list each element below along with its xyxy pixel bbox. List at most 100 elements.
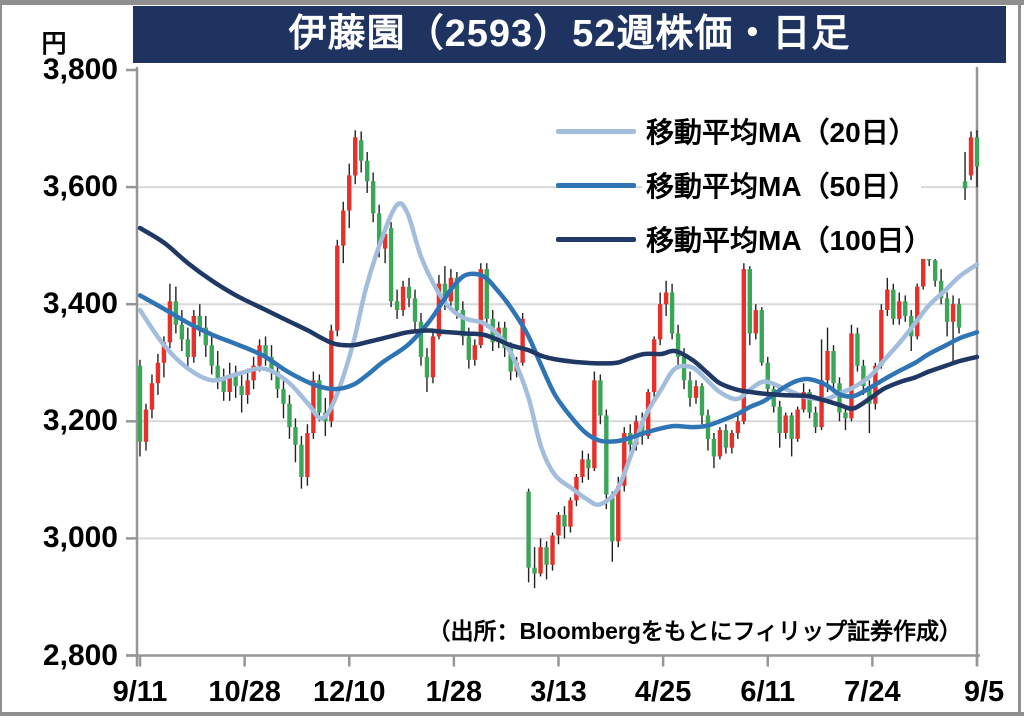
- candle-up: [155, 362, 161, 384]
- candle-down: [974, 137, 980, 167]
- legend-label-ma100: 移動平均MA（100日）: [642, 219, 937, 259]
- x-tick-label: 6/11: [740, 676, 796, 708]
- candle-up: [329, 330, 334, 422]
- candle-up: [478, 269, 483, 346]
- candle-up: [741, 269, 747, 422]
- candle-down: [185, 339, 191, 357]
- candle-up: [657, 304, 663, 340]
- y-axis-unit-label: 円: [41, 30, 67, 58]
- candle-up: [227, 374, 232, 393]
- x-tick-label: 12/10: [312, 676, 386, 708]
- legend-item-ma20: 移動平均MA（20日）: [556, 104, 936, 158]
- candle-up: [616, 485, 621, 542]
- candle-down: [197, 315, 202, 328]
- candle-up: [735, 421, 741, 434]
- candle-up: [663, 292, 669, 305]
- candle-down: [586, 459, 591, 469]
- candle-down: [675, 333, 681, 357]
- legend: 移動平均MA（20日） 移動平均MA（50日） 移動平均MA（100日）: [556, 104, 937, 266]
- legend-item-ma100: 移動平均MA（100日）: [556, 212, 937, 266]
- x-tick-label: 4/25: [634, 676, 692, 708]
- candle-down: [215, 365, 220, 381]
- candle-up: [801, 392, 806, 410]
- ma50-line: [137, 271, 980, 444]
- candle-up: [819, 380, 824, 428]
- candle-down: [376, 213, 382, 246]
- y-tick-label: 3,000: [42, 521, 118, 555]
- source-note: （出所：Bloombergをもとにフィリップ証券作成）: [427, 618, 962, 644]
- candle-down: [669, 292, 675, 334]
- x-tick-label: 10/28: [208, 676, 281, 708]
- candle-up: [335, 245, 340, 331]
- candle-down: [460, 310, 466, 337]
- candle-up: [149, 383, 155, 410]
- candle-up: [143, 409, 149, 442]
- candle-down: [831, 351, 836, 384]
- candle-down: [388, 228, 394, 302]
- candle-down: [699, 386, 705, 416]
- candle-down: [233, 374, 238, 387]
- candle-down: [275, 371, 280, 390]
- candle-up: [753, 310, 758, 334]
- candle-down: [956, 304, 962, 328]
- ma50-line-swatch: [556, 182, 636, 188]
- candle-up: [580, 459, 585, 477]
- candle-down: [903, 301, 908, 316]
- candle-down: [807, 392, 812, 413]
- x-tick-label: 9/11: [112, 676, 168, 708]
- candle-up: [520, 318, 525, 363]
- candle-down: [813, 412, 818, 428]
- candle-down: [562, 514, 567, 527]
- candle-up: [568, 500, 573, 527]
- x-tick-label: 9/5: [963, 676, 1005, 708]
- candle-down: [747, 269, 753, 334]
- y-tick-label: 3,600: [42, 170, 118, 204]
- candle-up: [729, 433, 735, 448]
- y-tick-label: 3,200: [42, 404, 118, 438]
- candle-down: [442, 283, 448, 302]
- candle-up: [574, 476, 579, 501]
- candle-down: [681, 356, 687, 381]
- candle-down: [502, 327, 507, 349]
- candle-down: [723, 430, 729, 448]
- candle-down: [777, 406, 782, 434]
- y-tick-label: 3,800: [42, 53, 118, 86]
- legend-label-ma20: 移動平均MA（20日）: [642, 111, 921, 151]
- candle-down: [962, 181, 968, 189]
- candle-down: [867, 386, 872, 404]
- candle-down: [239, 386, 244, 395]
- candle-down: [137, 365, 143, 442]
- candle-down: [281, 389, 286, 404]
- candle-up: [783, 415, 788, 434]
- candle-down: [789, 415, 794, 439]
- window-border-top: [0, 0, 1024, 5]
- window-border-bottom: [0, 712, 1024, 716]
- candle-down: [293, 427, 298, 445]
- candle-down: [855, 333, 860, 366]
- legend-item-ma50: 移動平均MA（50日）: [556, 158, 936, 212]
- candle-up: [550, 535, 555, 565]
- candle-down: [843, 412, 848, 419]
- candle-down: [765, 362, 770, 390]
- candle-down: [364, 160, 370, 182]
- candle-up: [885, 289, 890, 311]
- candle-down: [454, 277, 460, 311]
- candle-down: [484, 269, 489, 319]
- candle-up: [795, 409, 800, 439]
- candle-down: [544, 547, 549, 565]
- candle-up: [651, 339, 657, 393]
- candle-up: [472, 345, 477, 360]
- candle-down: [532, 567, 537, 574]
- candle-down: [359, 140, 364, 161]
- candle-up: [968, 137, 974, 176]
- x-tick-label: 3/13: [530, 676, 587, 708]
- candle-down: [861, 365, 866, 387]
- candle-up: [538, 547, 543, 574]
- candle-up: [849, 333, 854, 419]
- candle-up: [191, 315, 197, 357]
- candle-down: [598, 380, 603, 416]
- candle-up: [717, 430, 723, 457]
- candle-up: [950, 304, 956, 322]
